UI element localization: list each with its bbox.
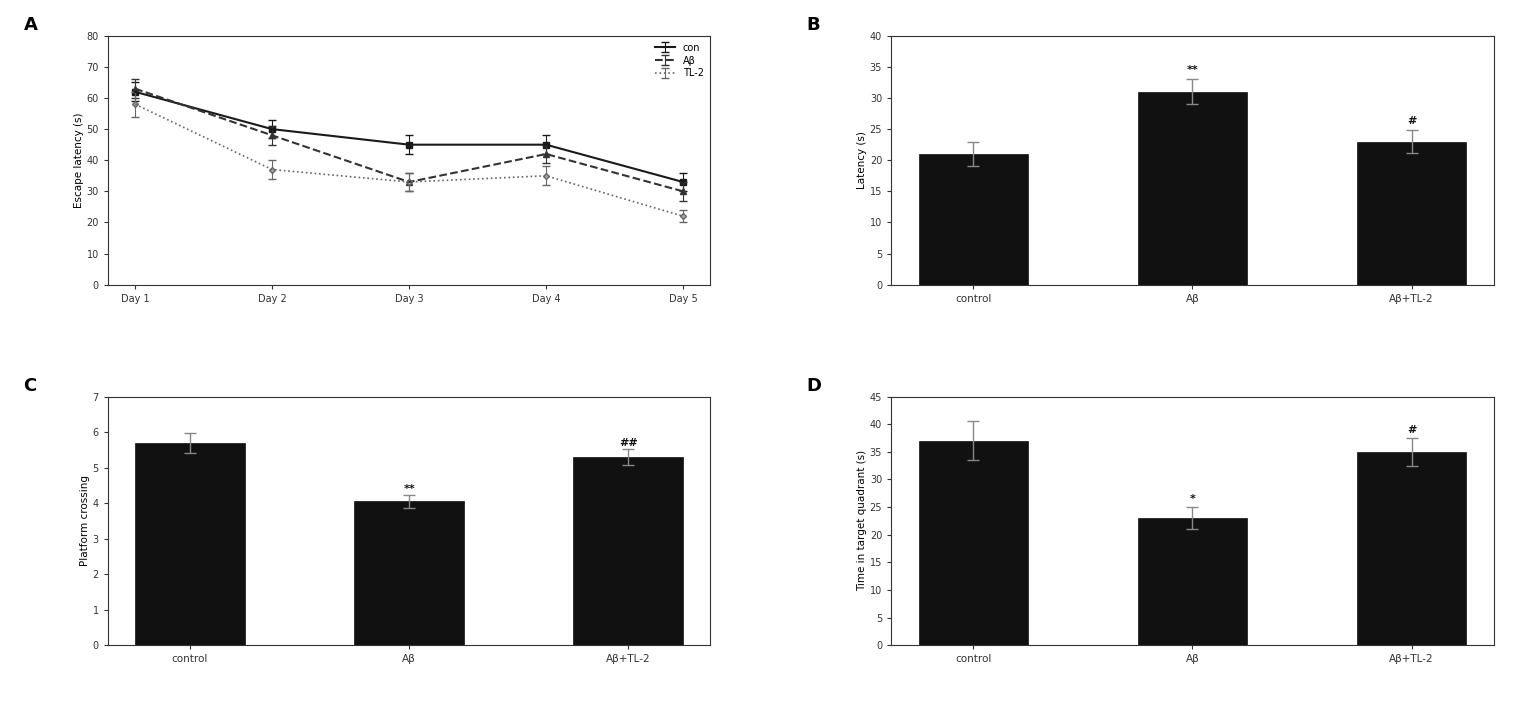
- Y-axis label: Escape latency (s): Escape latency (s): [74, 113, 83, 208]
- Bar: [1357, 141, 1466, 285]
- Text: **: **: [1187, 65, 1198, 75]
- Text: ##: ##: [619, 437, 638, 447]
- Y-axis label: Latency (s): Latency (s): [856, 131, 867, 189]
- Bar: [573, 457, 684, 645]
- Bar: [136, 442, 245, 645]
- Bar: [918, 441, 1029, 645]
- Bar: [1138, 92, 1247, 285]
- Y-axis label: Time in target quadrant (s): Time in target quadrant (s): [856, 450, 867, 592]
- Text: *: *: [1189, 494, 1195, 504]
- Text: A: A: [23, 16, 37, 34]
- Text: **: **: [403, 483, 414, 493]
- Legend: con, Aβ, TL-2: con, Aβ, TL-2: [653, 41, 705, 80]
- Bar: [354, 501, 464, 645]
- Text: C: C: [23, 376, 37, 394]
- Bar: [1357, 452, 1466, 645]
- Bar: [1138, 518, 1247, 645]
- Text: #: #: [1408, 116, 1417, 126]
- Text: #: #: [1408, 424, 1417, 435]
- Bar: [918, 154, 1029, 285]
- Text: D: D: [807, 376, 822, 394]
- Y-axis label: Platform crossing: Platform crossing: [80, 475, 89, 566]
- Text: B: B: [807, 16, 821, 34]
